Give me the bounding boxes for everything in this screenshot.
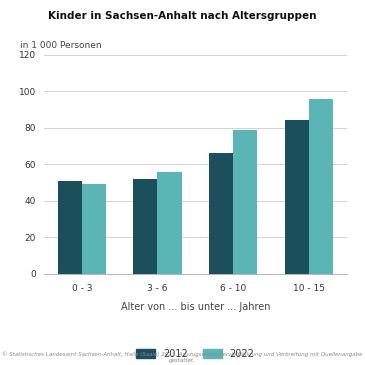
Bar [157, 172, 182, 274]
Bar [133, 179, 157, 274]
Bar [233, 130, 257, 274]
Text: © Statistisches Landesamt Sachsen-Anhalt, Halle (Saale) 2023. Auszugsweise Vervi: © Statistisches Landesamt Sachsen-Anhalt… [2, 352, 363, 363]
Bar [285, 120, 309, 274]
Bar [82, 184, 106, 274]
Bar [309, 99, 333, 274]
Text: in 1 000 Personen: in 1 000 Personen [20, 41, 101, 50]
X-axis label: Alter von ... bis unter ... Jahren: Alter von ... bis unter ... Jahren [120, 301, 270, 311]
Bar [58, 181, 82, 274]
Text: Kinder in Sachsen-Anhalt nach Altersgruppen: Kinder in Sachsen-Anhalt nach Altersgrup… [48, 11, 317, 21]
Legend: 2012, 2022: 2012, 2022 [131, 344, 260, 364]
Bar [209, 153, 233, 274]
